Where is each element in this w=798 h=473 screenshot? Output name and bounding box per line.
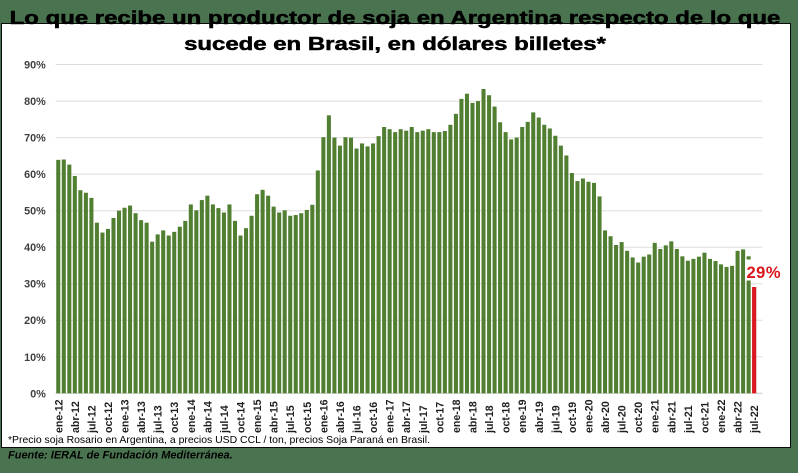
svg-text:ene-18: ene-18 [451, 399, 463, 433]
svg-text:abr-13: abr-13 [136, 401, 148, 433]
svg-text:abr-15: abr-15 [269, 401, 281, 433]
svg-text:ene-13: ene-13 [120, 399, 132, 433]
svg-text:abr-12: abr-12 [70, 401, 82, 433]
svg-text:ene-17: ene-17 [385, 399, 397, 433]
svg-text:30%: 30% [24, 279, 46, 291]
svg-text:jul-16: jul-16 [352, 405, 364, 434]
svg-text:0%: 0% [30, 388, 46, 400]
svg-text:abr-16: abr-16 [335, 401, 347, 433]
svg-text:abr-22: abr-22 [733, 401, 745, 433]
svg-text:oct-18: oct-18 [501, 402, 513, 433]
svg-text:jul-21: jul-21 [683, 405, 695, 434]
svg-text:ene-19: ene-19 [517, 399, 529, 433]
svg-text:abr-21: abr-21 [666, 401, 678, 433]
svg-text:jul-14: jul-14 [219, 405, 231, 434]
svg-text:abr-20: abr-20 [600, 401, 612, 433]
svg-text:oct-14: oct-14 [236, 402, 248, 433]
svg-text:90%: 90% [24, 60, 46, 72]
svg-text:jul-15: jul-15 [285, 405, 297, 434]
svg-text:ene-21: ene-21 [650, 399, 662, 433]
svg-text:ene-22: ene-22 [716, 399, 728, 433]
svg-text:jul-19: jul-19 [550, 405, 562, 434]
svg-text:10%: 10% [24, 352, 46, 364]
svg-text:jul-17: jul-17 [418, 405, 430, 434]
svg-text:ene-14: ene-14 [186, 399, 198, 433]
svg-text:oct-19: oct-19 [567, 402, 579, 433]
svg-text:abr-18: abr-18 [468, 401, 480, 433]
svg-text:Fuente: IERAL de Fundación Med: Fuente: IERAL de Fundación Mediterránea. [8, 450, 233, 462]
svg-text:40%: 40% [24, 242, 46, 254]
svg-text:60%: 60% [24, 169, 46, 181]
svg-text:oct-20: oct-20 [633, 402, 645, 433]
svg-text:*Precio soja Rosario en Argent: *Precio soja Rosario en Argentina, a pre… [8, 435, 430, 446]
svg-text:ene-16: ene-16 [318, 399, 330, 433]
svg-text:ene-12: ene-12 [53, 399, 65, 433]
svg-text:oct-12: oct-12 [103, 402, 115, 433]
svg-text:ene-15: ene-15 [252, 399, 264, 433]
svg-text:ene-20: ene-20 [584, 399, 596, 433]
svg-text:20%: 20% [24, 315, 46, 327]
svg-text:oct-13: oct-13 [169, 402, 181, 433]
svg-text:oct-21: oct-21 [700, 402, 712, 433]
svg-text:abr-19: abr-19 [534, 401, 546, 433]
svg-text:oct-15: oct-15 [302, 402, 314, 433]
svg-text:jul-12: jul-12 [86, 405, 98, 434]
svg-text:oct-16: oct-16 [368, 402, 380, 433]
svg-text:jul-20: jul-20 [617, 405, 629, 434]
svg-text:29%: 29% [747, 264, 782, 282]
svg-text:abr-14: abr-14 [202, 401, 214, 433]
svg-text:50%: 50% [24, 206, 46, 218]
svg-text:jul-13: jul-13 [153, 405, 165, 434]
svg-text:abr-17: abr-17 [401, 401, 413, 433]
svg-text:jul-22: jul-22 [749, 405, 761, 434]
svg-text:oct-17: oct-17 [434, 402, 446, 433]
svg-text:80%: 80% [24, 96, 46, 108]
svg-text:70%: 70% [24, 133, 46, 145]
svg-text:jul-18: jul-18 [484, 405, 496, 434]
